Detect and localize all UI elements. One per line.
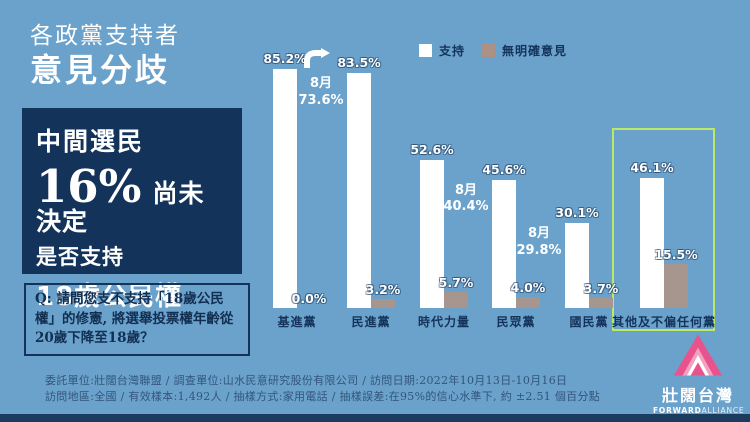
- category-label: 基進黨: [277, 315, 317, 329]
- legend-item-1: 無明確意見: [482, 42, 567, 59]
- legend-label: 支持: [439, 44, 466, 58]
- callout-line4: 18歲公民權: [36, 282, 183, 312]
- value-label-no-opinion: 0.0%: [291, 291, 327, 306]
- chart-legend: 支持 無明確意見: [419, 42, 575, 59]
- category-label: 其他及不偏任何黨: [611, 315, 717, 329]
- bar-support: [420, 160, 444, 308]
- legend-label: 無明確意見: [502, 44, 568, 58]
- category-label: 國民黨: [569, 315, 609, 329]
- annotation-month: 8月: [309, 76, 333, 92]
- survey-methodology-footer: 委託單位:壯闊台灣聯盟 / 調查單位:山水民意研究股份有限公司 / 訪問日期:2…: [45, 373, 600, 405]
- august-annotation: 8月 40.4%: [443, 183, 488, 216]
- forward-alliance-logo: 壯闊台灣 FORWARDALLIANCE: [653, 333, 745, 415]
- category-label: 時代力量: [417, 315, 471, 329]
- callout-line2-rest: 尚未決定: [36, 179, 205, 236]
- bar-support: [347, 73, 371, 308]
- bar-support: [492, 179, 516, 308]
- page-title: 各政黨支持者 意見分歧: [30, 22, 180, 89]
- annotation-month: 8月: [527, 226, 551, 242]
- logo-name-en: FORWARDALLIANCE: [653, 406, 745, 415]
- callout-big-number: 16%: [36, 160, 142, 213]
- value-label-no-opinion: 5.7%: [438, 274, 474, 290]
- value-label-support: 46.1%: [630, 160, 674, 176]
- legend-item-0: 支持: [419, 42, 465, 59]
- value-label-support: 83.5%: [337, 55, 381, 71]
- survey-question-box: Q: 請問您支不支持「18歲公民權」的修憲, 將選舉投票權年齡從20歲下降至18…: [24, 283, 250, 356]
- legend-swatch: [419, 44, 432, 57]
- mountain-triangle-icon: [673, 334, 723, 376]
- title-line1: 各政黨支持者: [30, 23, 180, 49]
- category-label: 民進黨: [351, 315, 391, 329]
- bar-no-opinion: [444, 291, 468, 308]
- august-annotation: 8月 29.8%: [516, 226, 561, 259]
- bottom-accent-strip: [0, 414, 750, 422]
- callout-line3: 是否支持: [36, 245, 124, 269]
- annotation-value: 29.8%: [516, 242, 562, 258]
- footer-line1: 委託單位:壯闊台灣聯盟 / 調查單位:山水民意研究股份有限公司 / 訪問日期:2…: [45, 374, 568, 387]
- value-label-no-opinion: 15.5%: [654, 247, 698, 263]
- callout-line1: 中間選民: [36, 127, 145, 156]
- category-label: 民眾黨: [496, 315, 536, 329]
- annotation-month: 8月: [454, 182, 478, 198]
- callout-line2: 16% 尚未決定: [36, 164, 228, 234]
- value-label-support: 30.1%: [555, 205, 599, 221]
- bar-support: [565, 223, 589, 308]
- bar-no-opinion: [589, 297, 613, 308]
- value-label-no-opinion: 3.2%: [365, 282, 401, 297]
- logo-name-zh: 壯闊台灣: [661, 386, 734, 405]
- annotation-value: 73.6%: [298, 92, 344, 108]
- value-label-support: 45.6%: [482, 161, 526, 177]
- value-label-no-opinion: 4.0%: [510, 279, 546, 295]
- annotation-value: 40.4%: [443, 199, 489, 215]
- august-annotation: 8月 73.6%: [298, 76, 343, 109]
- value-label-no-opinion: 3.7%: [583, 280, 619, 296]
- survey-question-text: Q: 請問您支不支持「18歲公民權」的修憲, 將選舉投票權年齡從20歲下降至18…: [35, 291, 234, 347]
- bar-support: [273, 68, 297, 308]
- value-label-support: 85.2%: [263, 50, 307, 66]
- legend-swatch: [482, 44, 496, 57]
- value-label-support: 52.6%: [410, 142, 454, 158]
- highlight-box: [612, 128, 715, 331]
- bar-no-opinion: [664, 264, 688, 308]
- trend-arrow-icon: [303, 48, 333, 74]
- bar-no-opinion: [371, 299, 395, 308]
- footer-line2: 訪問地區:全國 / 有效樣本:1,492人 / 抽樣方式:家用電話 / 抽樣誤差…: [45, 389, 601, 403]
- key-finding-callout: 中間選民 16% 尚未決定 是否支持 18歲公民權: [22, 108, 242, 312]
- title-line2: 意見分歧: [30, 50, 171, 89]
- bar-support: [640, 178, 664, 308]
- bar-no-opinion: [516, 296, 540, 308]
